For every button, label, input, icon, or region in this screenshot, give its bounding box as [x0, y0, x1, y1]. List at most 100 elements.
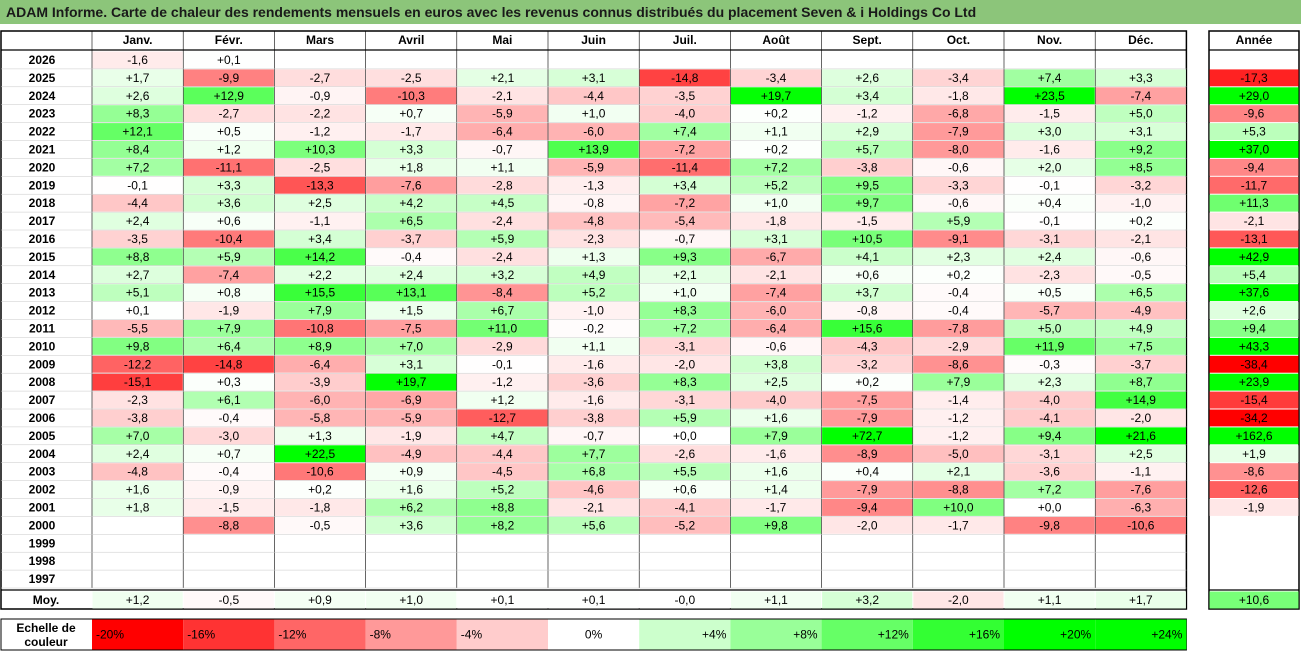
- heatmap-cell: [639, 337, 730, 355]
- cell-value: -5,0: [948, 447, 969, 461]
- heatmap-cell: [913, 320, 1004, 337]
- heatmap-cell: [183, 427, 274, 445]
- heatmap-cell: [639, 302, 730, 319]
- cell-value: +6,7: [491, 304, 515, 318]
- heatmap-cell: [92, 230, 183, 248]
- cell-value: +0,2: [308, 483, 332, 497]
- heatmap-cell: [913, 391, 1004, 409]
- heatmap-cell: [639, 463, 730, 481]
- heatmap-cell: [730, 87, 822, 105]
- heatmap-cell: [457, 463, 548, 481]
- cell-value: +2,7: [126, 268, 150, 282]
- heatmap-cell: [730, 212, 822, 230]
- heatmap-cell: [1004, 302, 1095, 319]
- cell-value: +10,5: [852, 232, 883, 246]
- heatmap-cell: [913, 141, 1004, 158]
- heatmap-cell: [92, 445, 183, 463]
- cell-value: -6,3: [1130, 500, 1151, 514]
- cell-value: -0,4: [218, 411, 239, 425]
- heatmap-cell: [639, 194, 730, 212]
- cell-value: +5,9: [947, 214, 971, 228]
- heatmap-cell: [639, 266, 730, 284]
- heatmap-cell: [274, 320, 366, 337]
- heatmap-cell: [1095, 516, 1186, 534]
- heatmap-cell: [730, 445, 822, 463]
- cell-value: +3,4: [308, 232, 332, 246]
- heatmap-cell: [1095, 499, 1186, 516]
- cell-value: -12,7: [489, 411, 517, 425]
- cell-value: -8,8: [948, 483, 969, 497]
- heatmap-cell: [457, 320, 548, 337]
- month-header: Janv.: [123, 33, 153, 47]
- cell-value: +1,6: [126, 483, 150, 497]
- heatmap-cell: [457, 409, 548, 427]
- cell-value: +1,5: [399, 304, 423, 318]
- cell-value: +1,0: [673, 286, 697, 300]
- cell-value: +0,2: [855, 375, 879, 389]
- heatmap-cell: [274, 284, 366, 302]
- annual-value: -34,2: [1240, 411, 1268, 425]
- cell-value: +8,2: [491, 518, 515, 532]
- annual-value: -12,6: [1240, 483, 1268, 497]
- average-cell: [639, 591, 730, 609]
- cell-value: +0,2: [1129, 214, 1153, 228]
- cell-value: -10,6: [306, 465, 334, 479]
- heatmap-cell: [366, 176, 457, 194]
- heatmap-cell: [1095, 391, 1186, 409]
- cell-value: +5,9: [217, 250, 241, 264]
- heatmap-cell: [183, 123, 274, 140]
- heatmap-cell: [183, 445, 274, 463]
- heatmap-cell: [1095, 427, 1186, 445]
- legend-swatch: [1004, 619, 1096, 650]
- cell-value: +0,1: [126, 304, 150, 318]
- cell-value: -7,5: [857, 393, 878, 407]
- heatmap-cell: [366, 516, 457, 534]
- legend-label: -16%: [187, 628, 215, 642]
- heatmap-cell: [1095, 141, 1186, 158]
- cell-value: +1,4: [764, 483, 788, 497]
- heatmap-cell: [639, 427, 730, 445]
- cell-value: -0,7: [492, 142, 513, 156]
- heatmap-cell: [639, 355, 730, 373]
- heatmap-cell: [366, 141, 457, 158]
- heatmap-cell: [913, 481, 1004, 498]
- heatmap-cell: [639, 123, 730, 140]
- year-label: 2021: [29, 142, 56, 156]
- heatmap-cell: [639, 373, 730, 391]
- heatmap-cell: [274, 409, 366, 427]
- cell-value: +2,0: [1038, 160, 1062, 174]
- heatmap-cell: [730, 427, 822, 445]
- heatmap-cell: [183, 409, 274, 427]
- month-header: Sept.: [853, 33, 882, 47]
- annual-cell: [1209, 284, 1299, 302]
- annual-value: -9,6: [1244, 107, 1265, 121]
- annual-value: +9,4: [1242, 321, 1266, 335]
- cell-value: -5,2: [674, 518, 695, 532]
- heatmap-cell: [730, 481, 822, 498]
- cell-value: -0,1: [492, 357, 513, 371]
- annual-value: +37,0: [1239, 142, 1270, 156]
- legend-label: -4%: [461, 628, 483, 642]
- cell-value: -3,1: [674, 339, 695, 353]
- heatmap-cell: [366, 248, 457, 266]
- heatmap-cell: [457, 337, 548, 355]
- heatmap-cell: [730, 409, 822, 427]
- cell-value: +7,2: [1038, 483, 1062, 497]
- heatmap-cell: [457, 248, 548, 266]
- cell-value: +4,5: [491, 196, 515, 210]
- heatmap-cell: [183, 337, 274, 355]
- cell-value: -0,5: [1130, 268, 1151, 282]
- cell-value: +1,6: [399, 483, 423, 497]
- cell-value: +2,5: [764, 375, 788, 389]
- year-label: 2003: [29, 465, 56, 479]
- cell-value: +8,3: [126, 107, 150, 121]
- heatmap-cell: [92, 87, 183, 105]
- cell-value: +3,3: [217, 178, 241, 192]
- cell-value: +0,4: [1038, 196, 1062, 210]
- cell-value: +2,4: [399, 268, 423, 282]
- cell-value: -2,3: [127, 393, 148, 407]
- average-value: +1,1: [764, 593, 788, 607]
- heatmap-cell: [548, 194, 639, 212]
- annual-average-value: +10,6: [1239, 593, 1270, 607]
- heatmap-cell: [548, 481, 639, 498]
